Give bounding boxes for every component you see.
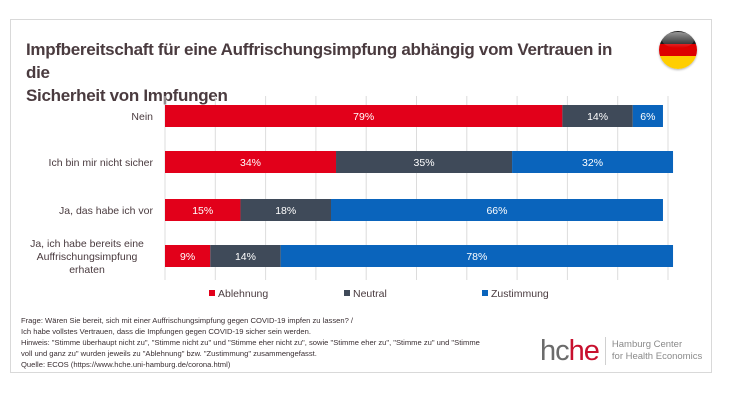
bar-segment-neutral bbox=[210, 245, 281, 267]
legend-swatch-neutral bbox=[344, 290, 350, 296]
legend-swatch-ablehnung bbox=[209, 290, 215, 296]
legend-label: Zustimmung bbox=[491, 288, 549, 300]
germany-flag-icon bbox=[659, 31, 697, 69]
data-label: 9% bbox=[180, 251, 195, 263]
footnote-hint-1: Hinweis: "Stimme überhaupt nicht zu", "S… bbox=[21, 338, 480, 347]
data-label: 34% bbox=[240, 157, 261, 169]
data-label: 78% bbox=[466, 251, 487, 263]
category-label: Nein bbox=[131, 111, 153, 123]
footnotes: Frage: Wären Sie bereit, sich mit einer … bbox=[21, 315, 480, 370]
bar-segment-ablehnung bbox=[165, 105, 563, 127]
logo-text: Hamburg Center for Health Economics bbox=[612, 339, 702, 363]
bar-segment-zustimmung bbox=[512, 151, 674, 173]
data-label: 35% bbox=[414, 157, 435, 169]
footnote-question-1: Frage: Wären Sie bereit, sich mit einer … bbox=[21, 316, 354, 325]
category-label: Ja, ich habe bereits eine bbox=[30, 238, 144, 250]
logo-divider bbox=[604, 337, 606, 365]
bar-segment-zustimmung bbox=[330, 199, 663, 221]
data-label: 79% bbox=[353, 111, 374, 123]
legend-label: Ablehnung bbox=[218, 288, 268, 300]
data-label: 66% bbox=[486, 205, 507, 217]
footnote-question-2: Ich habe vollstes Vertrauen, dass die Im… bbox=[21, 327, 311, 336]
data-label: 18% bbox=[275, 205, 296, 217]
bar-segment-ablehnung bbox=[165, 151, 337, 173]
category-label: Auffrischungsimpfung bbox=[37, 251, 138, 263]
data-label: 14% bbox=[235, 251, 256, 263]
bar-segment-ablehnung bbox=[165, 245, 211, 267]
bar-segment-neutral bbox=[240, 199, 331, 221]
data-label: 15% bbox=[192, 205, 213, 217]
chart-title-line-1: Impfbereitschaft für eine Auffrischungsi… bbox=[26, 40, 613, 82]
data-label: 6% bbox=[640, 111, 655, 123]
category-label: Ja, das habe ich vor bbox=[59, 205, 153, 217]
bar-segment-neutral bbox=[336, 151, 513, 173]
bar-segment-zustimmung bbox=[280, 245, 674, 267]
chart-title-line-2: Sicherheit von Impfungen bbox=[26, 86, 228, 105]
hche-logo: hche Hamburg Center for Health Economics bbox=[540, 336, 702, 366]
chart-title: Impfbereitschaft für eine Auffrischungsi… bbox=[26, 38, 626, 107]
legend-label: Neutral bbox=[353, 288, 387, 300]
data-label: 14% bbox=[587, 111, 608, 123]
logo-text-line-2: for Health Economics bbox=[611, 351, 703, 362]
bar-segment-ablehnung bbox=[165, 199, 241, 221]
chart-card bbox=[10, 19, 712, 373]
footnote-hint-2: voll und ganz zu" wurden jeweils zu "Abl… bbox=[21, 349, 317, 358]
category-label: Ich bin mir nicht sicher bbox=[49, 157, 154, 169]
logo-text-line-1: Hamburg Center bbox=[611, 339, 683, 350]
hche-logo-mark: hche bbox=[540, 335, 600, 367]
legend-swatch-zustimmung bbox=[482, 290, 488, 296]
data-label: 32% bbox=[582, 157, 603, 169]
category-label: erhaten bbox=[69, 264, 105, 276]
bar-segment-neutral bbox=[562, 105, 633, 127]
bar-segment-zustimmung bbox=[632, 105, 663, 127]
footnote-source: Quelle: ECOS (https://www.hche.uni-hambu… bbox=[21, 360, 231, 369]
